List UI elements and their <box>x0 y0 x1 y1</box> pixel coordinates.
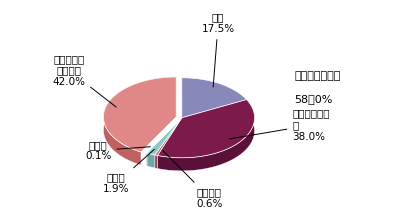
Text: 容器包装廃棄物

58．0%: 容器包装廃棄物 58．0% <box>294 71 341 104</box>
Text: ガラス類
0.6%: ガラス類 0.6% <box>163 151 223 209</box>
Polygon shape <box>147 118 182 153</box>
Polygon shape <box>158 100 254 158</box>
Text: 容器包装廃
棄物以外
42.0%: 容器包装廃 棄物以外 42.0% <box>52 54 116 107</box>
Polygon shape <box>147 153 155 168</box>
Text: その他
0.1%: その他 0.1% <box>85 140 150 161</box>
Text: 紙類
17.5%: 紙類 17.5% <box>202 12 235 87</box>
Text: 金属類
1.9%: 金属類 1.9% <box>103 149 154 194</box>
Polygon shape <box>104 77 176 165</box>
Polygon shape <box>155 118 182 155</box>
Polygon shape <box>104 77 176 152</box>
Text: プラスチック
類
38.0%: プラスチック 類 38.0% <box>229 109 330 142</box>
Polygon shape <box>182 78 246 118</box>
Polygon shape <box>147 118 182 155</box>
Polygon shape <box>155 155 158 169</box>
Polygon shape <box>158 100 254 171</box>
